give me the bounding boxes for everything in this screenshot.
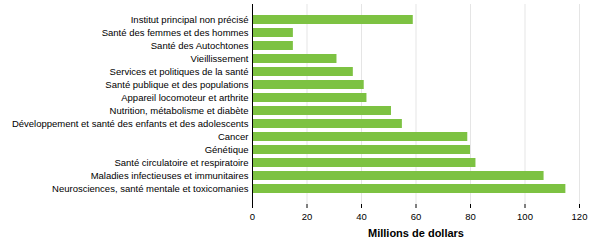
- svg-text:Millions de dollars: Millions de dollars: [368, 227, 464, 239]
- svg-text:Appareil locomoteur et arthrit: Appareil locomoteur et arthrite: [121, 92, 248, 103]
- svg-text:Services et politiques de la s: Services et politiques de la santé: [110, 66, 249, 77]
- svg-text:Génétique: Génétique: [205, 144, 249, 155]
- svg-text:Santé circulatoire et respirat: Santé circulatoire et respiratoire: [114, 157, 248, 168]
- svg-text:Développement et santé des enf: Développement et santé des enfants et de…: [12, 118, 249, 129]
- svg-text:Vieillissement: Vieillissement: [191, 53, 249, 64]
- svg-text:Santé des femmes et des hommes: Santé des femmes et des hommes: [102, 27, 249, 38]
- svg-text:20: 20: [302, 211, 313, 222]
- svg-text:Nutrition, métabolisme et diab: Nutrition, métabolisme et diabète: [110, 105, 249, 116]
- svg-text:0: 0: [250, 211, 255, 222]
- svg-text:120: 120: [572, 211, 588, 222]
- svg-text:Institut principal non précisé: Institut principal non précisé: [131, 14, 249, 25]
- svg-text:Cancer: Cancer: [218, 131, 249, 142]
- svg-text:Santé des Autochtones: Santé des Autochtones: [151, 40, 249, 51]
- svg-text:80: 80: [465, 211, 476, 222]
- svg-text:60: 60: [411, 211, 422, 222]
- svg-text:100: 100: [517, 211, 533, 222]
- svg-text:Neurosciences, santé mentale e: Neurosciences, santé mentale et toxicoma…: [52, 183, 249, 194]
- svg-text:Santé publique et des populati: Santé publique et des populations: [105, 79, 248, 90]
- svg-text:40: 40: [356, 211, 367, 222]
- svg-text:Maladies infectieuses et immun: Maladies infectieuses et immunitaires: [91, 170, 249, 181]
